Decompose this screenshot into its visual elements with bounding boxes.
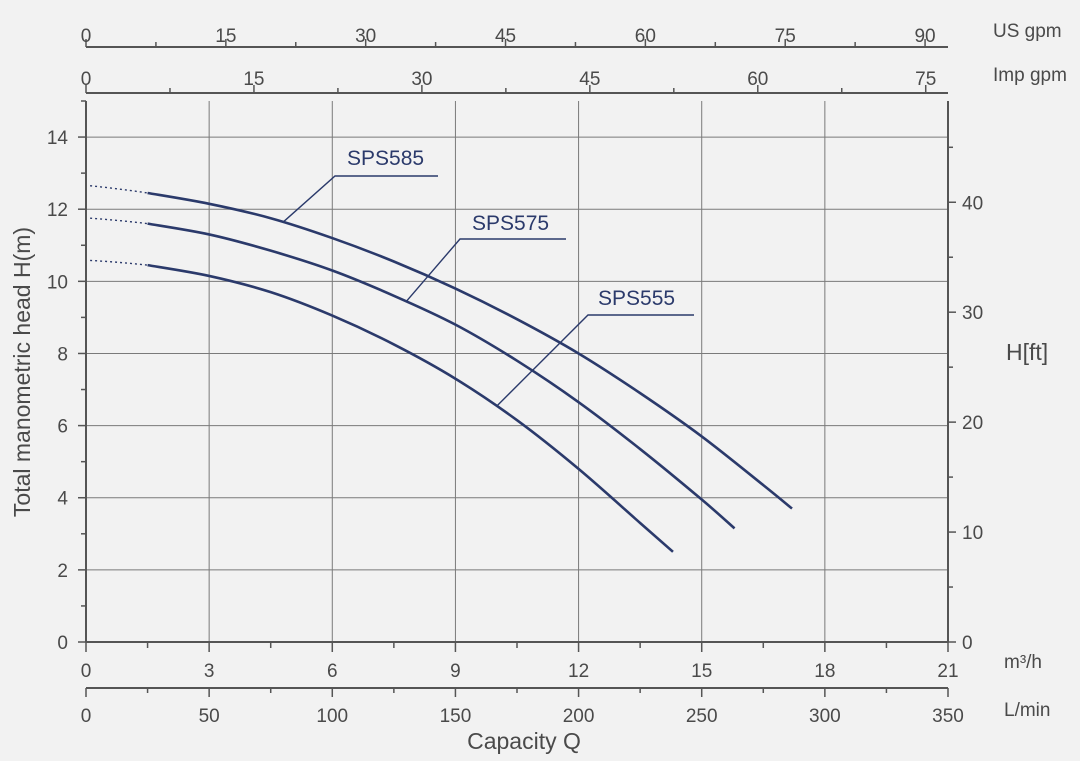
ft-tick-label: 0 — [962, 633, 973, 654]
leader-sps575 — [405, 238, 566, 302]
y-tick-label: 10 — [47, 272, 68, 293]
y-tick-label: 2 — [57, 561, 68, 582]
series-layer — [90, 175, 793, 553]
lmin-tick-label: 350 — [932, 706, 964, 727]
leader-sps555 — [495, 314, 694, 407]
x-tick-label: 0 — [81, 661, 92, 682]
usgpm-tick-label: 90 — [914, 26, 935, 47]
ft-tick-label: 10 — [962, 523, 983, 544]
usgpm-tick-label: 30 — [355, 26, 376, 47]
y-tick-label: 4 — [57, 489, 68, 510]
x-unit-lmin: L/min — [1004, 700, 1050, 721]
x-tick-label: 3 — [204, 661, 215, 682]
y-axis-title: Total manometric head H(m) — [9, 227, 35, 517]
curve-extension-sps585 — [90, 185, 148, 194]
lmin-tick-label: 300 — [809, 706, 841, 727]
series-label-sps585: SPS585 — [347, 147, 424, 170]
curve-sps555 — [147, 263, 674, 553]
x-unit-usgpm: US gpm — [993, 21, 1062, 42]
impgpm-tick-label: 0 — [81, 69, 92, 90]
usgpm-tick-label: 75 — [775, 26, 796, 47]
x-unit-m3h: m³/h — [1004, 652, 1042, 673]
right-axis-title: H[ft] — [1006, 339, 1048, 365]
lmin-tick-label: 50 — [199, 706, 220, 727]
curve-sps585 — [147, 191, 793, 510]
usgpm-tick-label: 0 — [81, 26, 92, 47]
y-tick-label: 0 — [57, 633, 68, 654]
curve-sps575 — [147, 222, 736, 530]
ft-tick-label: 30 — [962, 303, 983, 324]
usgpm-tick-label: 15 — [215, 26, 236, 47]
curve-extension-sps575 — [90, 217, 148, 225]
y-tick-label: 14 — [47, 128, 69, 149]
x-tick-label: 12 — [568, 661, 589, 682]
series-label-sps555: SPS555 — [598, 287, 675, 310]
leader-sps585 — [282, 175, 438, 223]
lmin-tick-label: 0 — [81, 706, 92, 727]
x-tick-label: 6 — [327, 661, 338, 682]
curve-extension-sps555 — [90, 259, 148, 266]
axes-layer — [78, 39, 956, 697]
grid-layer — [86, 101, 948, 642]
x-unit-impgpm: Imp gpm — [993, 65, 1067, 86]
x-tick-label: 18 — [814, 661, 835, 682]
x-tick-label: 9 — [450, 661, 461, 682]
x-tick-label: 21 — [937, 661, 958, 682]
y-tick-label: 8 — [57, 344, 68, 365]
lmin-tick-label: 100 — [316, 706, 348, 727]
lmin-tick-label: 250 — [686, 706, 718, 727]
lmin-tick-label: 200 — [563, 706, 595, 727]
x-axis-title: Capacity Q — [467, 728, 581, 754]
series-label-sps575: SPS575 — [472, 212, 549, 235]
x-tick-label: 15 — [691, 661, 712, 682]
impgpm-tick-label: 30 — [411, 69, 432, 90]
ft-tick-label: 20 — [962, 413, 983, 434]
y-tick-label: 6 — [57, 417, 68, 438]
impgpm-tick-label: 15 — [243, 69, 264, 90]
y-tick-label: 12 — [47, 200, 68, 221]
lmin-tick-label: 150 — [440, 706, 472, 727]
usgpm-tick-label: 45 — [495, 26, 516, 47]
ft-tick-label: 40 — [962, 193, 983, 214]
impgpm-tick-label: 75 — [915, 69, 936, 90]
impgpm-tick-label: 60 — [747, 69, 768, 90]
usgpm-tick-label: 60 — [635, 26, 656, 47]
impgpm-tick-label: 45 — [579, 69, 600, 90]
